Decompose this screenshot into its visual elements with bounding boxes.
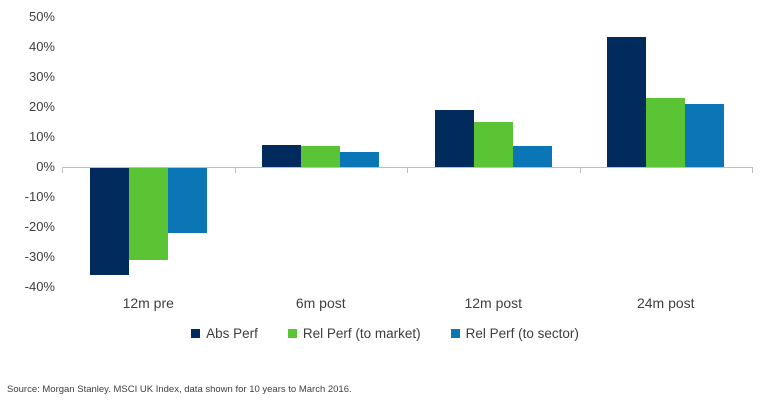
bar: [340, 152, 380, 167]
legend-swatch-icon: [191, 329, 201, 338]
y-axis-label: 20%: [28, 99, 55, 114]
bar: [301, 146, 341, 167]
legend-label: Rel Perf (to sector): [465, 326, 579, 341]
axis-tick: [580, 168, 581, 173]
legend-swatch-icon: [287, 329, 297, 338]
axis-tick: [235, 168, 236, 173]
y-axis-label: 0%: [36, 159, 55, 174]
y-axis-label: 10%: [28, 129, 55, 144]
bar: [646, 98, 686, 167]
x-axis-label: 6m post: [295, 295, 346, 311]
axis-tick: [62, 168, 63, 173]
y-axis-label: -20%: [24, 219, 55, 234]
source-note: Source: Morgan Stanley. MSCI UK Index, d…: [7, 384, 352, 395]
bar: [685, 104, 725, 167]
y-axis-label: -30%: [24, 249, 55, 264]
x-axis-label: 12m post: [464, 295, 523, 311]
legend-label: Rel Perf (to market): [302, 326, 421, 341]
bar: [89, 167, 129, 275]
axis-tick: [407, 168, 408, 173]
bar: [262, 144, 302, 167]
bar: [607, 36, 647, 167]
axis-tick: [752, 168, 753, 173]
legend-item: Rel Perf (to market): [287, 326, 421, 341]
bar: [473, 122, 513, 167]
bar: [512, 146, 552, 167]
y-axis-label: 50%: [28, 9, 55, 24]
bar: [434, 110, 474, 167]
legend-item: Rel Perf (to sector): [450, 326, 579, 341]
x-axis-label: 12m pre: [122, 295, 174, 311]
x-axis-line: [62, 167, 753, 168]
legend-item: Abs Perf: [191, 326, 258, 341]
bar: [128, 167, 168, 260]
bar: [167, 167, 207, 233]
x-axis-label: 24m post: [636, 295, 695, 311]
legend-swatch-icon: [450, 329, 460, 338]
plot-area: [62, 17, 752, 287]
y-axis-label: -40%: [24, 279, 55, 294]
y-axis-label: 40%: [28, 39, 55, 54]
legend: Abs Perf Rel Perf (to market) Rel Perf (to…: [0, 326, 770, 341]
y-axis-label: 30%: [28, 69, 55, 84]
legend-label: Abs Perf: [206, 326, 258, 341]
y-axis-label: -10%: [24, 189, 55, 204]
